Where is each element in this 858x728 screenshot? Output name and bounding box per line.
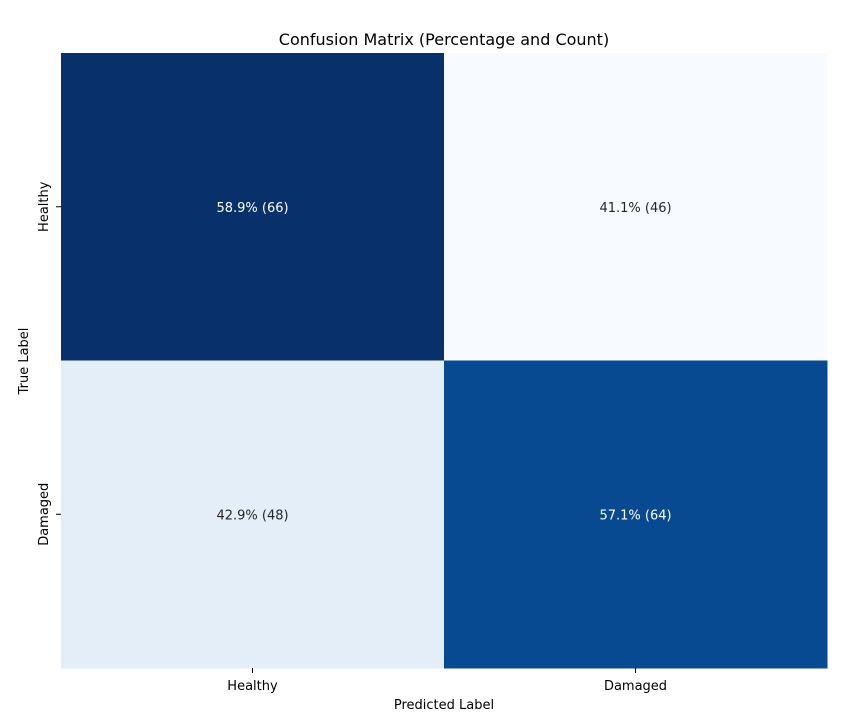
y-axis-ticks: Healthy Damaged bbox=[37, 181, 61, 546]
heatmap-cell-labels: 58.9% (66) 41.1% (46) 42.9% (48) 57.1% (64) bbox=[216, 201, 671, 524]
cell-value-label-r1-c1: 57.1% (64) bbox=[599, 508, 671, 523]
y-axis-label: True Label bbox=[17, 328, 32, 396]
cell-value-label-r0-c0: 58.9% (66) bbox=[216, 201, 288, 216]
y-tick-label-1: Damaged bbox=[37, 483, 52, 546]
heatmap-cell-r0-c1 bbox=[444, 53, 828, 361]
heatmap-cells bbox=[61, 53, 828, 669]
y-tick-label-0: Healthy bbox=[37, 181, 52, 232]
cell-value-label-r0-c1: 41.1% (46) bbox=[599, 201, 671, 216]
cell-value-label-r1-c0: 42.9% (48) bbox=[216, 508, 288, 523]
heatmap-cell-r1-c0 bbox=[61, 360, 445, 669]
x-axis-label: Predicted Label bbox=[394, 698, 494, 713]
x-tick-label-0: Healthy bbox=[227, 679, 278, 694]
heatmap-cell-r1-c1 bbox=[444, 360, 828, 669]
x-tick-label-1: Damaged bbox=[604, 679, 667, 694]
x-axis-ticks: Healthy Damaged bbox=[227, 668, 667, 694]
chart-title: Confusion Matrix (Percentage and Count) bbox=[279, 30, 609, 49]
heatmap-cell-r0-c0 bbox=[61, 53, 445, 361]
